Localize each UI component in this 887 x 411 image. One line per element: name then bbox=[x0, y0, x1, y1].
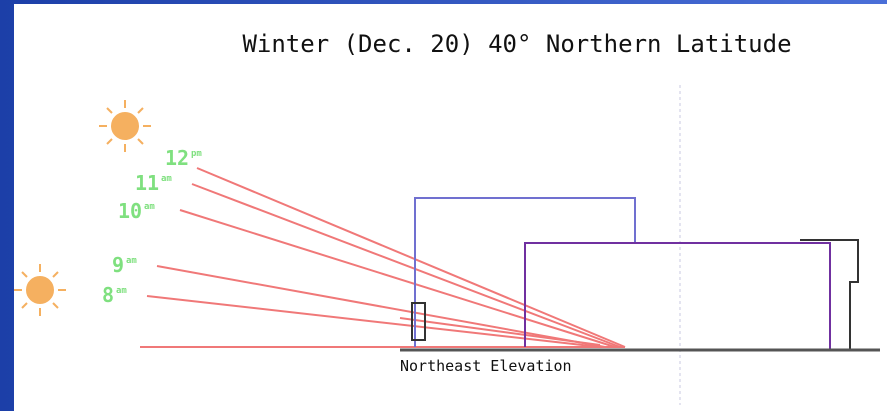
hour-suffix: am bbox=[116, 286, 127, 296]
title: Winter (Dec. 20) 40° Northern Latitude bbox=[242, 30, 791, 58]
hour-label: 8 bbox=[102, 283, 114, 307]
hour-label: 11 bbox=[135, 171, 159, 195]
sun-low bbox=[14, 264, 66, 316]
caption: Northeast Elevation bbox=[400, 357, 572, 375]
hour-suffix: am bbox=[144, 202, 155, 212]
hour-suffix: pm bbox=[191, 149, 202, 159]
hour-label: 12 bbox=[165, 146, 189, 170]
sun-high bbox=[99, 100, 151, 152]
hour-label: 10 bbox=[118, 199, 142, 223]
hour-label: 9 bbox=[112, 253, 124, 277]
canvas bbox=[14, 4, 887, 411]
hour-suffix: am bbox=[161, 174, 172, 184]
hour-suffix: am bbox=[126, 256, 137, 266]
building bbox=[400, 197, 880, 352]
